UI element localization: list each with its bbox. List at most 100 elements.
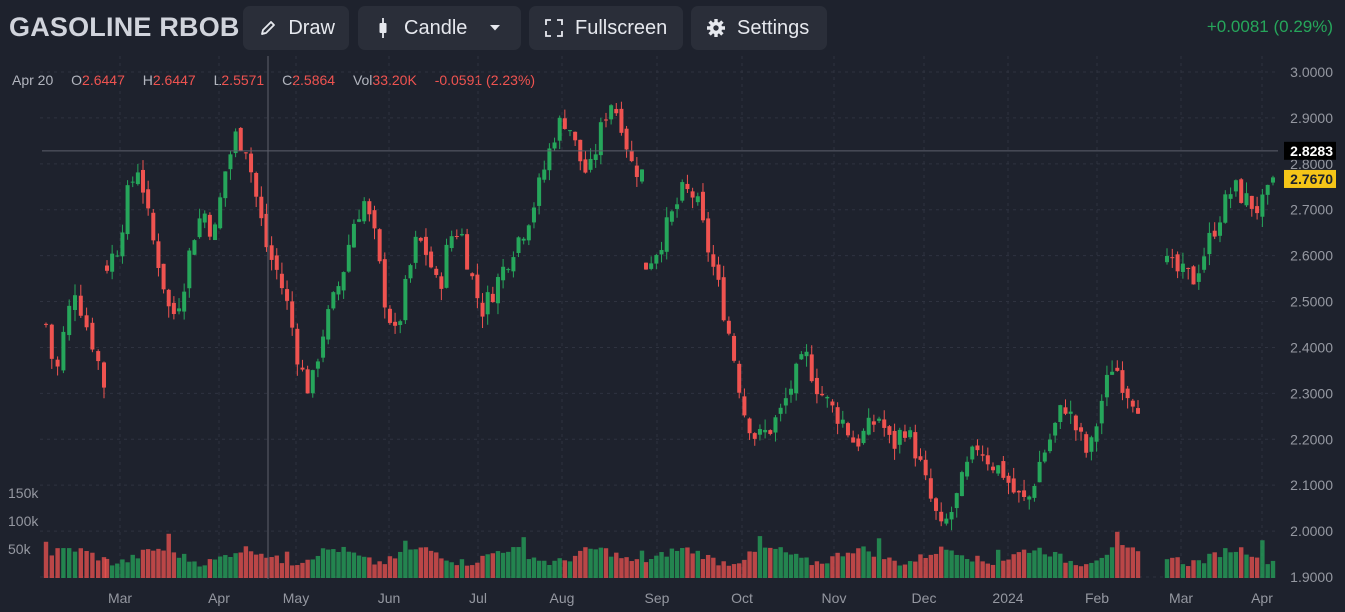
volume-bar (130, 554, 135, 578)
candle-body (238, 127, 243, 151)
candle-body (882, 419, 887, 428)
candle-body (1130, 400, 1135, 407)
time-tick-label: Jun (378, 590, 401, 606)
volume-bar (434, 552, 439, 578)
candle-body (629, 150, 634, 162)
candle-body (913, 432, 918, 459)
candle-body (825, 396, 830, 399)
volume-bar (392, 558, 398, 578)
candle-body (820, 393, 825, 396)
volume-bar (1260, 540, 1265, 578)
candle-body (542, 169, 547, 180)
candle-body (634, 165, 639, 177)
candle-body (156, 241, 161, 269)
volume-bar (897, 565, 902, 578)
candle-body (135, 172, 140, 185)
draw-button[interactable]: Draw (243, 6, 349, 50)
volume-bar (825, 563, 830, 578)
candle-body (501, 266, 506, 281)
volume-bar (269, 557, 274, 578)
candle-body (1136, 408, 1140, 414)
volume-bar (212, 559, 218, 578)
candle-body (1084, 434, 1089, 453)
volume-bar (187, 561, 192, 578)
volume-bar (887, 557, 892, 578)
volume-bar (619, 558, 624, 578)
candle-body (840, 419, 845, 424)
candle-body (809, 354, 814, 382)
candle-icon (372, 17, 394, 39)
volume-bar (387, 556, 393, 578)
volume-bar (783, 552, 789, 578)
candle-body (659, 250, 664, 255)
volume-bar (274, 555, 279, 578)
candle-body (1068, 411, 1073, 414)
volume-bar (975, 555, 980, 578)
candle-body (598, 122, 603, 156)
volume-tick-label: 100k (8, 513, 39, 529)
fullscreen-button[interactable]: Fullscreen (529, 6, 683, 50)
candle-body (480, 302, 485, 317)
candle-body (264, 213, 269, 248)
candle-body (290, 301, 295, 328)
volume-bar (944, 549, 949, 578)
time-tick-label: 2024 (992, 590, 1023, 606)
time-tick-label: Apr (1251, 590, 1273, 606)
candle-body (274, 255, 279, 270)
candle-body (259, 196, 264, 219)
candle-body (475, 274, 480, 299)
candle-body (1063, 407, 1068, 414)
volume-bar (516, 547, 521, 578)
volume-bar (382, 564, 387, 578)
volume-bar (949, 550, 954, 578)
candle-body (624, 128, 629, 150)
candle-body (547, 148, 552, 171)
candle-label: Candle (404, 16, 468, 39)
candle-body (1239, 179, 1244, 203)
candle-body (928, 478, 933, 499)
candle-type-dropdown[interactable]: Candle (358, 6, 521, 50)
candle-body (1120, 370, 1125, 393)
candle-body (944, 518, 949, 524)
volume-bar (1201, 563, 1207, 578)
candle-body (418, 237, 423, 241)
settings-button[interactable]: Settings (691, 6, 827, 50)
candle-body (1196, 273, 1201, 282)
candlestick-chart[interactable]: 3.00002.90002.80002.70002.60002.50002.40… (0, 56, 1345, 612)
candle-body (768, 430, 773, 434)
volume-bar (583, 547, 588, 578)
price-tick-label: 2.0000 (1290, 523, 1333, 539)
volume-bar (964, 559, 970, 578)
candle-body (773, 417, 778, 433)
volume-bar (1052, 551, 1058, 578)
candle-body (877, 418, 882, 421)
volume-bar (341, 546, 346, 578)
candle-body (1255, 206, 1260, 214)
candle-body (105, 265, 109, 271)
volume-bar (700, 559, 706, 578)
candle-body (413, 236, 418, 263)
volume-bar (1265, 564, 1270, 578)
volume-bar (1207, 553, 1212, 578)
volume-bar (480, 555, 485, 578)
volume-bar (156, 548, 161, 578)
volume-bar (413, 549, 418, 578)
volume-bar (536, 560, 542, 578)
candle-body (695, 196, 700, 203)
volume-bar (634, 559, 640, 578)
candle-body (439, 276, 444, 289)
volume-bar (980, 561, 985, 578)
candle-body (490, 293, 495, 303)
volume-bar (819, 563, 825, 578)
time-tick-label: Feb (1085, 590, 1109, 606)
candle-body (1218, 222, 1222, 236)
candle-body (326, 309, 331, 340)
volume-bar (135, 558, 141, 578)
volume-bar (1042, 554, 1047, 578)
volume-bar (578, 550, 583, 578)
candle-body (67, 305, 72, 336)
candle-body (583, 159, 588, 173)
candle-body (669, 211, 674, 222)
volume-bar (459, 559, 465, 578)
candle-body (1202, 256, 1207, 270)
